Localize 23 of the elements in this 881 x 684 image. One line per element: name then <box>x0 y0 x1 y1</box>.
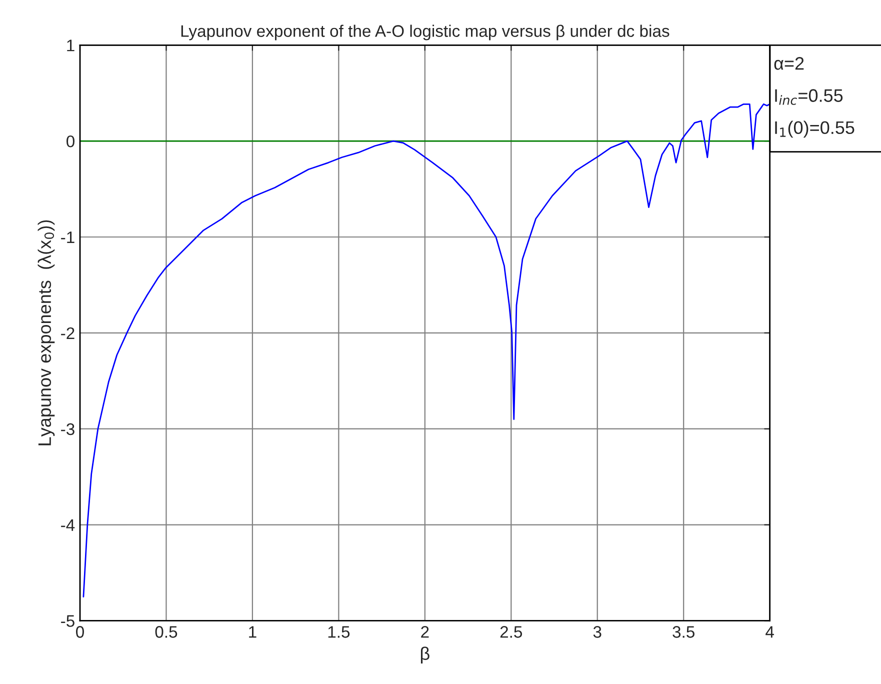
x-tick-label: 2.5 <box>500 626 522 638</box>
y-tick-label: -2 <box>61 327 74 339</box>
x-tick-label: 3 <box>593 626 602 638</box>
y-tick-label: -5 <box>61 615 74 627</box>
y-tick-label: 1 <box>67 40 74 52</box>
line-series <box>82 103 770 598</box>
text: I$_{inc}$=0.55 <box>775 89 843 105</box>
text: α=2 <box>774 57 804 70</box>
x-axis-title: β <box>420 646 430 664</box>
x-tick-label: 0 <box>76 626 84 638</box>
chart-title: Lyapunov exponent of the A-O logistic map versus β under dc bias <box>181 24 670 40</box>
y-tick-label: -1 <box>61 232 74 244</box>
x-tick-label: 0.5 <box>155 626 178 638</box>
y-tick-label: -3 <box>61 423 74 436</box>
x-tick-label: 2 <box>421 626 429 638</box>
x-tick-label: 4 <box>766 626 774 638</box>
x-tick-label: 3.5 <box>672 626 694 638</box>
y-tick-label: -4 <box>61 519 75 531</box>
y-tick-label: 0 <box>66 135 74 148</box>
y-axis-title: Lyapunov exponents (λ(x$_{0}$)) <box>38 220 55 446</box>
x-tick-label: 1 <box>249 626 256 638</box>
x-tick-label: 1.5 <box>328 626 350 638</box>
text: I$_{1}$(0)=0.55 <box>775 120 854 138</box>
